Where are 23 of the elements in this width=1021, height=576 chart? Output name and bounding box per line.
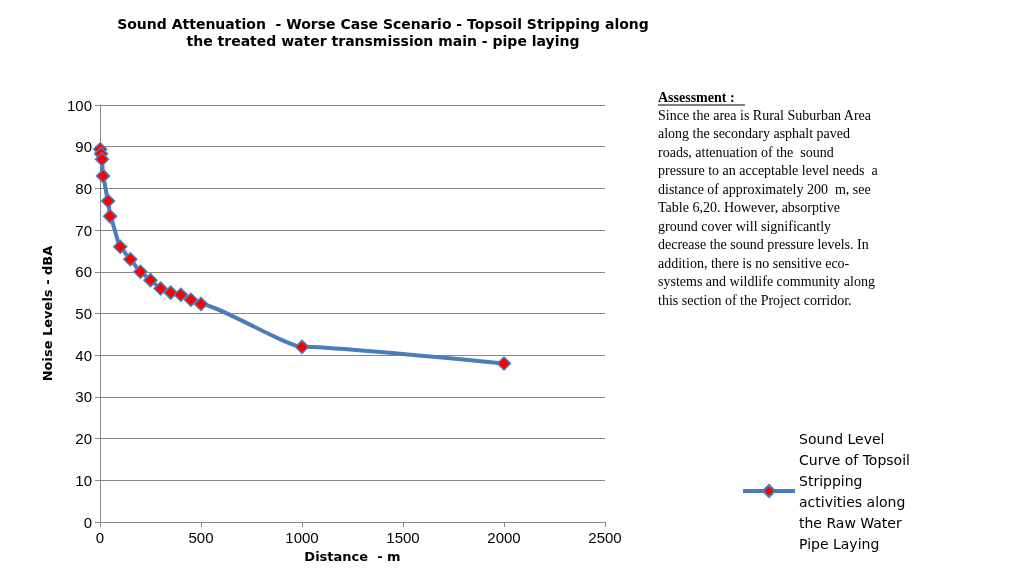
- y-tick-label: 50: [75, 305, 92, 322]
- y-tick-label: 90: [75, 138, 92, 156]
- x-tick-label: 2000: [487, 529, 521, 546]
- y-axis-title: Noise Levels - dBA: [40, 245, 55, 382]
- y-tick-label: 70: [75, 221, 92, 239]
- text: Assessment :: [658, 89, 735, 105]
- x-tick-label: 500: [188, 529, 214, 546]
- x-tick-label: 1500: [386, 529, 420, 546]
- x-tick-label: 2500: [588, 529, 622, 546]
- y-tick-label: 40: [75, 346, 92, 364]
- x-axis-title: Distance - m: [304, 549, 401, 564]
- x-tick-label: 0: [95, 529, 105, 546]
- chart-title: Sound Attenuation - Worse Case Scenario - Topsoil Stripping along the treated water transmission main - pipe laying: [117, 15, 649, 49]
- legend-label: Sound Level Curve of Topsoil Stripping activities along the Raw Water Pipe Laying: [799, 430, 915, 552]
- y-tick-label: 10: [75, 471, 92, 489]
- y-tick-label: 80: [75, 179, 92, 197]
- y-tick-label: 60: [75, 263, 92, 281]
- y-tick-label: 30: [75, 388, 92, 406]
- x-tick-label: 1000: [285, 529, 319, 546]
- y-tick-label: 0: [83, 513, 92, 531]
- y-tick-label: 20: [75, 430, 92, 448]
- y-tick-label: 100: [66, 96, 92, 114]
- text: Since the area is Rural Suburban Area along the secondary asphalt paved roads, attenuation of the sound pressure to an acceptable level needs a distance of approximately 200 m, see Table 6,20. However, absorptive ground cover will significantly decrease the sound pressure levels. In addition, there is no sensitive eco- systems and wildlife community along this section of the Project corridor.: [658, 107, 878, 308]
